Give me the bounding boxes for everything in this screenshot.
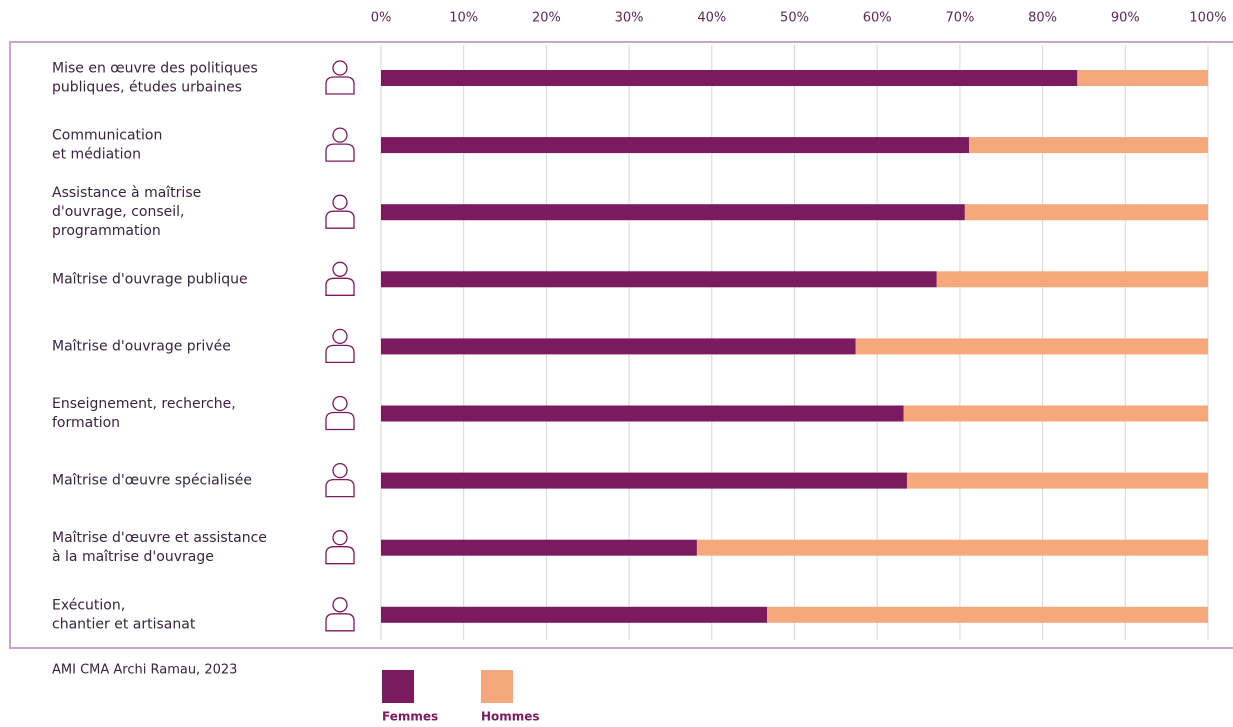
category-label: Enseignement, recherche, formation xyxy=(52,396,236,431)
icon-head xyxy=(332,194,348,210)
icon-head xyxy=(332,127,348,143)
bar-segment xyxy=(381,606,768,623)
x-tick-label: 10% xyxy=(449,11,478,26)
icon xyxy=(325,261,355,296)
category-label: Maîtrise d'œuvre et assistance à la maîtr… xyxy=(52,530,267,565)
frame xyxy=(9,41,1233,649)
icon xyxy=(325,328,355,364)
icon-body xyxy=(325,277,355,296)
icon-body xyxy=(325,613,355,632)
bar-segment xyxy=(906,472,1208,489)
category-label: Mise en œuvre des politiques publiques, é… xyxy=(52,61,258,96)
legend-swatch xyxy=(481,670,513,703)
icon-head xyxy=(332,60,348,76)
icon-body xyxy=(325,344,355,364)
bar-segment xyxy=(964,204,1208,221)
icon-head xyxy=(332,530,348,546)
icon xyxy=(325,60,355,95)
category-label: Communication et médiation xyxy=(52,128,162,163)
bar-segment xyxy=(381,204,965,221)
bar-segment xyxy=(381,271,937,288)
bar-segment xyxy=(855,338,1208,355)
category-label: Exécution, chantier et artisanat xyxy=(52,597,196,632)
icon xyxy=(325,194,355,229)
icon-body xyxy=(325,411,355,431)
x-tick-label: 80% xyxy=(1028,11,1057,26)
bar-segment xyxy=(696,539,1208,556)
bar-segment xyxy=(968,137,1208,154)
icon-body xyxy=(325,143,355,162)
bar-segment xyxy=(381,472,907,489)
x-tick-label: 20% xyxy=(532,11,561,26)
legend-swatch xyxy=(382,670,414,703)
icon-body xyxy=(325,546,355,565)
x-tick-label: 70% xyxy=(945,11,974,26)
icon-head xyxy=(332,597,348,613)
category-label: Assistance à maîtrise d'ouvrage, conseil,… xyxy=(52,185,201,239)
legend-label: Femmes xyxy=(382,710,438,724)
bar-segment xyxy=(381,70,1078,86)
icon xyxy=(325,462,355,498)
x-tick-label: 30% xyxy=(615,11,644,26)
x-tick-label: 40% xyxy=(697,11,726,26)
x-tick-label: 90% xyxy=(1111,11,1140,26)
category-label: Maîtrise d'ouvrage privée xyxy=(52,338,231,354)
category-label: Maîtrise d'œuvre spécialisée xyxy=(52,473,252,489)
icon-head xyxy=(332,462,348,479)
bar-segment xyxy=(381,405,904,422)
icon-body xyxy=(325,478,355,498)
bar-segment xyxy=(381,137,969,154)
icon-head xyxy=(332,395,348,412)
icon-head xyxy=(332,261,348,277)
x-tick-label: 100% xyxy=(1189,11,1226,26)
icon xyxy=(325,127,355,162)
category-label: Maîtrise d'ouvrage publique xyxy=(52,271,248,287)
legend-label: Hommes xyxy=(481,710,540,724)
icon xyxy=(325,597,355,632)
x-tick-label: 50% xyxy=(780,11,809,26)
icon xyxy=(325,395,355,431)
bar-segment xyxy=(381,539,697,556)
bar-segment xyxy=(936,271,1208,288)
icon xyxy=(325,530,355,565)
x-tick-label: 60% xyxy=(863,11,892,26)
source: AMI CMA Archi Ramau, 2023 xyxy=(52,663,237,678)
x-tick-label: 0% xyxy=(371,11,392,26)
icon-body xyxy=(325,76,355,95)
icon-body xyxy=(325,210,355,229)
bar-segment xyxy=(903,405,1208,422)
bar-segment xyxy=(767,606,1208,623)
bar-segment xyxy=(381,338,856,355)
bar-segment xyxy=(1077,70,1208,86)
icon-head xyxy=(332,328,348,345)
